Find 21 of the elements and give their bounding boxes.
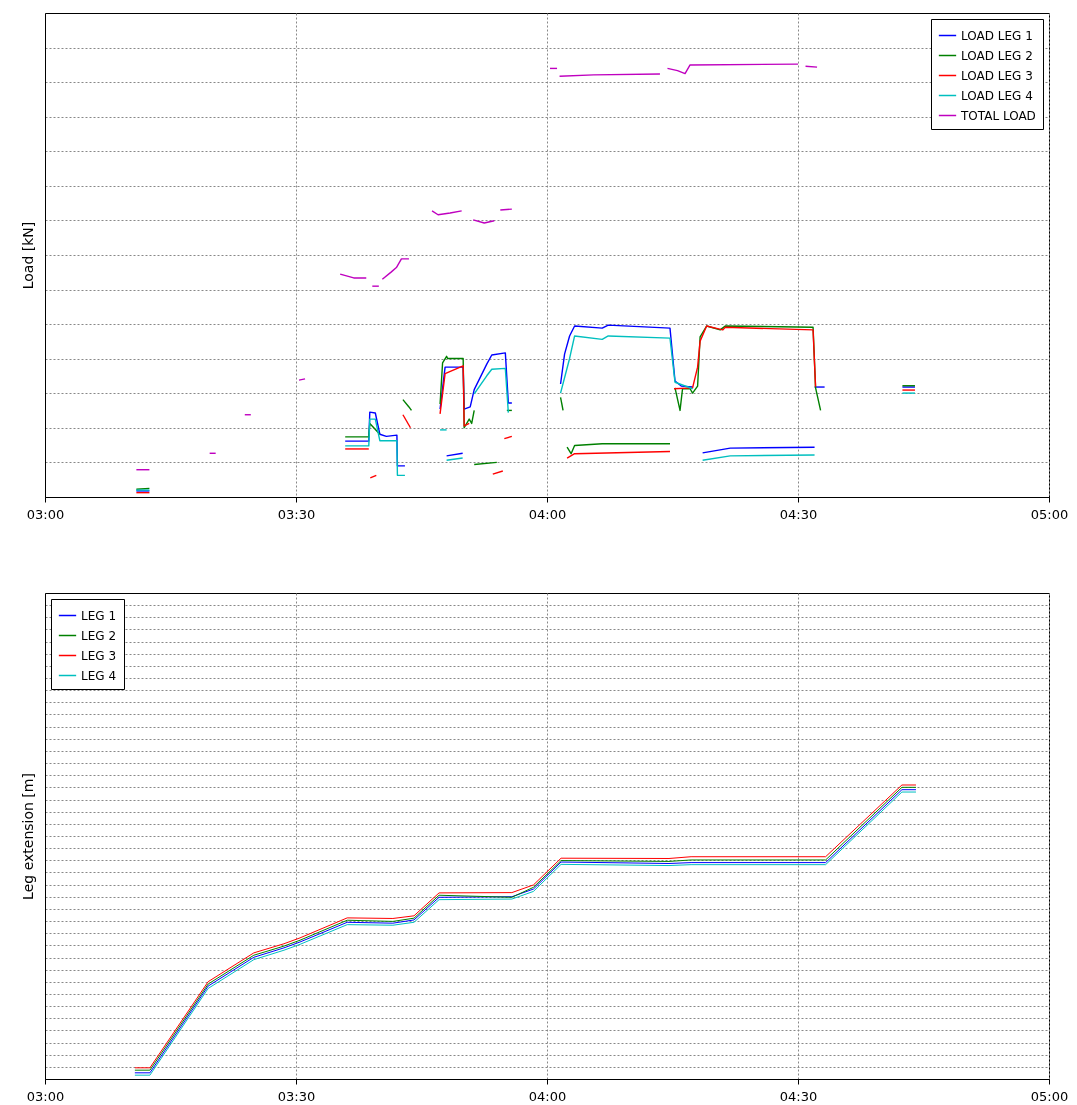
x-tick-label: 03:00 [26, 1088, 65, 1104]
legend-label: LOAD LEG 2 [961, 48, 1033, 63]
legend-label: LEG 4 [81, 668, 117, 683]
legend-label: LOAD LEG 4 [961, 88, 1033, 103]
x-tick-label: 05:00 [1030, 506, 1069, 522]
legend-label: TOTAL LOAD [960, 108, 1036, 123]
legend-label: LEG 3 [81, 648, 117, 663]
legend-label: LOAD LEG 3 [961, 68, 1033, 83]
y-axis-title: Leg extension [m] [19, 773, 36, 900]
x-tick-label: 05:00 [1030, 1088, 1069, 1104]
legend-label: LEG 1 [81, 608, 117, 623]
x-tick-label: 04:00 [528, 506, 567, 522]
x-tick-label: 03:00 [26, 506, 65, 522]
legend-label: LEG 2 [81, 628, 117, 643]
x-tick-label: 04:00 [528, 1088, 567, 1104]
y-axis-title: Load [kN] [19, 221, 36, 290]
x-tick-label: 03:30 [277, 506, 316, 522]
x-tick-label: 04:30 [779, 506, 818, 522]
x-tick-label: 03:30 [277, 1088, 316, 1104]
x-tick-label: 04:30 [779, 1088, 818, 1104]
legend-label: LOAD LEG 1 [961, 28, 1033, 43]
